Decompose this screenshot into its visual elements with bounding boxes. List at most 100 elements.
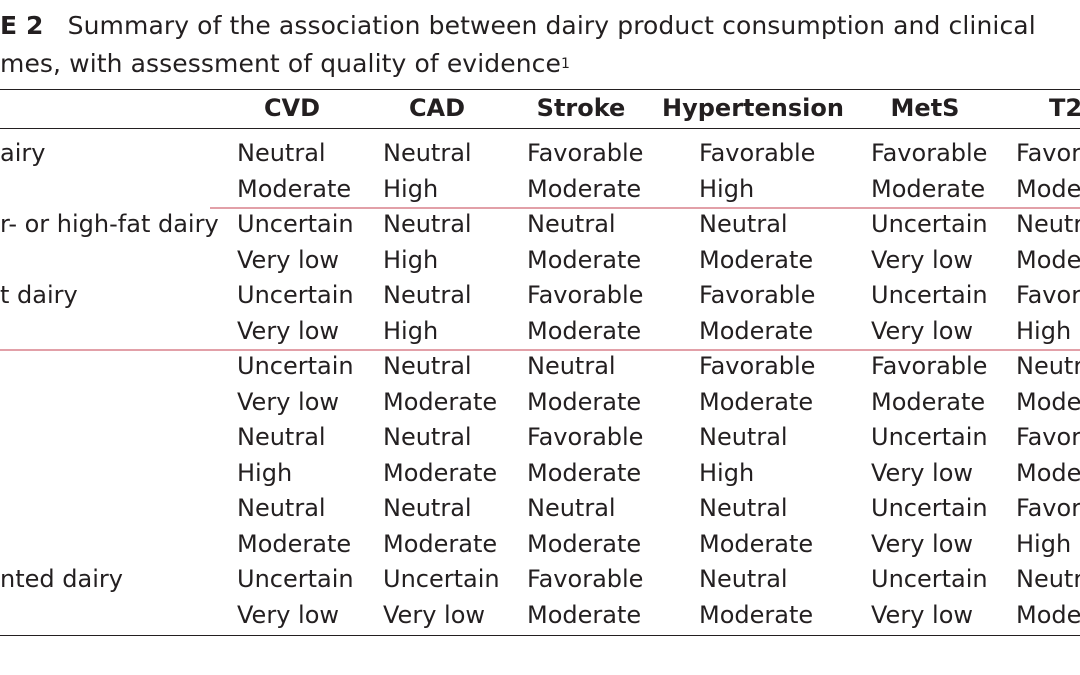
- effect-cell: Uncertain: [871, 210, 988, 238]
- column-header: Hypertension: [662, 94, 844, 122]
- quality-cell: Moderate: [699, 600, 814, 629]
- effect-cell: Neutral: [383, 210, 472, 238]
- table-caption-line-2: mes, with assessment of quality of evide…: [0, 49, 570, 78]
- quality-cell: Mode: [1016, 245, 1080, 274]
- quality-cell: Mode: [1016, 600, 1080, 629]
- quality-cell: High: [699, 458, 755, 487]
- quality-cell: Mode: [1016, 387, 1080, 416]
- caption-text-1: Summary of the association between dairy…: [67, 11, 1036, 40]
- table-header-rule: [0, 128, 1080, 129]
- effect-cell: Favorable: [871, 139, 988, 167]
- quality-cell: Moderate: [527, 600, 642, 629]
- effect-cell: Uncertain: [237, 281, 354, 309]
- quality-cell: Very low: [237, 600, 339, 629]
- quality-cell: High: [1016, 529, 1072, 558]
- quality-cell: Very low: [237, 387, 339, 416]
- footnote-mark: 1: [560, 56, 570, 72]
- quality-cell: High: [237, 458, 293, 487]
- effect-cell: Favora: [1016, 139, 1080, 167]
- quality-cell: Moderate: [237, 174, 352, 203]
- quality-cell: Very low: [871, 529, 973, 558]
- quality-cell: Very low: [383, 600, 485, 629]
- row-label: nted dairy: [0, 565, 123, 593]
- effect-cell: Neutral: [527, 352, 616, 380]
- effect-cell: Uncertain: [871, 281, 988, 309]
- quality-cell: High: [383, 316, 439, 345]
- row-label: r- or high-fat dairy: [0, 210, 219, 238]
- quality-cell: Very low: [871, 600, 973, 629]
- column-header: T2I: [1049, 94, 1080, 122]
- effect-cell: Favorable: [527, 139, 644, 167]
- quality-cell: Moderate: [383, 529, 498, 558]
- quality-cell: Moderate: [527, 529, 642, 558]
- effect-cell: Favora: [1016, 423, 1080, 451]
- effect-cell: Favorable: [527, 423, 644, 451]
- effect-cell: Neutral: [383, 281, 472, 309]
- table-caption-line-1: E 2 Summary of the association between d…: [0, 11, 1036, 40]
- quality-cell: High: [1016, 316, 1072, 345]
- effect-cell: Favorable: [699, 139, 816, 167]
- quality-cell: Moderate: [527, 174, 642, 203]
- effect-cell: Neutral: [383, 139, 472, 167]
- effect-cell: Favorable: [527, 565, 644, 593]
- effect-cell: Neutral: [237, 423, 326, 451]
- effect-cell: Uncertain: [237, 210, 354, 238]
- effect-cell: Neutral: [237, 494, 326, 522]
- column-header: CVD: [263, 94, 321, 122]
- quality-cell: High: [383, 245, 439, 274]
- table-bottom-rule: [0, 635, 1080, 636]
- effect-cell: Favorable: [871, 352, 988, 380]
- effect-cell: Neutral: [383, 352, 472, 380]
- quality-cell: Very low: [237, 316, 339, 345]
- quality-cell: Mode: [1016, 174, 1080, 203]
- quality-cell: High: [699, 174, 755, 203]
- quality-cell: Moderate: [699, 245, 814, 274]
- quality-cell: Very low: [871, 245, 973, 274]
- quality-cell: Moderate: [383, 458, 498, 487]
- effect-cell: Neutr: [1016, 565, 1080, 593]
- annotation-line-2: [0, 349, 1080, 351]
- effect-cell: Uncertain: [871, 565, 988, 593]
- effect-cell: Neutral: [699, 423, 788, 451]
- quality-cell: Moderate: [383, 387, 498, 416]
- annotation-line-1: [210, 207, 1080, 209]
- effect-cell: Favorable: [699, 281, 816, 309]
- effect-cell: Favorable: [699, 352, 816, 380]
- quality-cell: Moderate: [527, 458, 642, 487]
- quality-cell: Moderate: [527, 245, 642, 274]
- effect-cell: Uncertain: [871, 494, 988, 522]
- column-header: CAD: [408, 94, 466, 122]
- effect-cell: Favorable: [527, 281, 644, 309]
- table-top-rule: [0, 89, 1080, 90]
- quality-cell: Moderate: [237, 529, 352, 558]
- column-header: MetS: [890, 94, 960, 122]
- row-label: airy: [0, 139, 46, 167]
- effect-cell: Uncertain: [383, 565, 500, 593]
- quality-cell: Moderate: [527, 387, 642, 416]
- quality-cell: Moderate: [871, 387, 986, 416]
- caption-text-2: mes, with assessment of quality of evide…: [0, 49, 561, 78]
- table-label: E 2: [0, 11, 44, 40]
- effect-cell: Uncertain: [237, 352, 354, 380]
- quality-cell: Moderate: [871, 174, 986, 203]
- effect-cell: Favora: [1016, 281, 1080, 309]
- effect-cell: Uncertain: [237, 565, 354, 593]
- effect-cell: Neutral: [527, 210, 616, 238]
- quality-cell: High: [383, 174, 439, 203]
- effect-cell: Neutral: [699, 210, 788, 238]
- quality-cell: Very low: [871, 316, 973, 345]
- quality-cell: Mode: [1016, 458, 1080, 487]
- column-header: Stroke: [536, 94, 626, 122]
- effect-cell: Neutral: [699, 565, 788, 593]
- effect-cell: Neutral: [237, 139, 326, 167]
- effect-cell: Neutr: [1016, 352, 1080, 380]
- quality-cell: Moderate: [699, 316, 814, 345]
- effect-cell: Favora: [1016, 494, 1080, 522]
- effect-cell: Neutral: [383, 423, 472, 451]
- effect-cell: Neutral: [699, 494, 788, 522]
- effect-cell: Uncertain: [871, 423, 988, 451]
- quality-cell: Moderate: [527, 316, 642, 345]
- quality-cell: Very low: [871, 458, 973, 487]
- effect-cell: Neutral: [383, 494, 472, 522]
- quality-cell: Moderate: [699, 387, 814, 416]
